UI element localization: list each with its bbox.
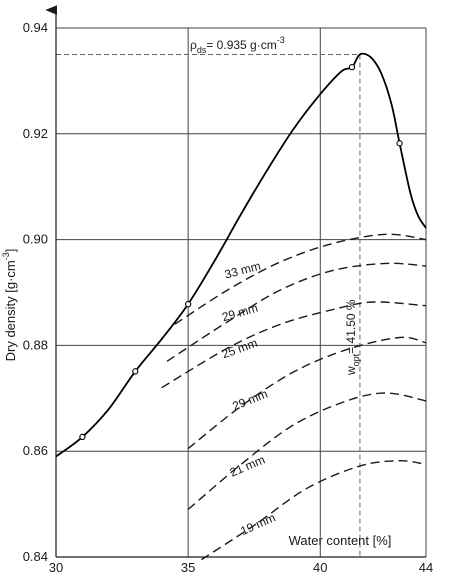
measurement-point — [184, 300, 192, 308]
y-axis-label-main: Dry density [g·cm — [3, 260, 18, 361]
y-tick-label: 0.84 — [23, 549, 48, 564]
measurement-point — [132, 368, 139, 375]
tick-labels: 0.84 0.86 0.88 0.90 0.92 0.94 30 35 40 44 — [23, 20, 434, 574]
measurement-point — [348, 63, 356, 71]
x-tick-label: 40 — [313, 560, 327, 574]
rho-value-text: = 0.935 g·cm — [206, 38, 276, 52]
density-curve — [166, 262, 427, 362]
rho-superscript: -3 — [277, 35, 285, 45]
w-value-text: = 41.50 % — [344, 299, 358, 354]
x-tick-label: 35 — [181, 560, 195, 574]
curve-label: 21 mm — [228, 452, 267, 479]
grid-lines — [56, 27, 427, 558]
density-curve — [187, 392, 427, 510]
density-curve — [161, 301, 427, 389]
w-symbol: w — [344, 366, 358, 376]
max-density-annotation: ρds= 0.935 g·cm-3 — [190, 35, 285, 55]
compaction-curve — [55, 52, 427, 458]
curve-label: 25 mm — [220, 336, 259, 362]
optimum-guide-lines — [56, 53, 361, 557]
curve-label: 29 mm — [220, 301, 259, 325]
curve-label: 29 mm — [230, 387, 269, 414]
y-tick-label: 0.88 — [23, 337, 48, 352]
y-tick-label: 0.94 — [23, 20, 48, 35]
w-subscript: opt — [351, 353, 361, 366]
y-tick-label: 0.92 — [23, 126, 48, 141]
measurement-point — [79, 433, 86, 441]
y-axis-label: Dry density [g·cm-3] — [1, 249, 18, 362]
x-axis-label: Water content [%] — [289, 533, 392, 548]
density-curves — [161, 233, 427, 561]
y-tick-label: 0.86 — [23, 443, 48, 458]
compaction-curve-line — [55, 52, 427, 458]
rho-symbol: ρ — [190, 38, 197, 52]
x-tick-label: 30 — [49, 560, 63, 574]
curve-label: 33 mm — [223, 259, 262, 282]
measurement-point — [396, 140, 403, 147]
axes — [45, 5, 426, 558]
y-axis-label-superscript: -3 — [1, 252, 11, 260]
density-curve — [201, 459, 427, 561]
density-curve — [174, 233, 427, 325]
x-tick-label: 44 — [419, 560, 433, 574]
optimum-water-annotation: wopt= 41.50 % — [344, 299, 361, 376]
rho-subscript: ds — [197, 45, 207, 55]
y-axis-label-bracket: ] — [3, 249, 18, 253]
curve-labels: 33 mm 29 mm 25 mm 29 mm 21 mm 19 mm — [220, 259, 277, 538]
y-tick-label: 0.90 — [23, 232, 48, 247]
density-curve — [187, 336, 427, 450]
curve-label: 19 mm — [238, 510, 277, 538]
